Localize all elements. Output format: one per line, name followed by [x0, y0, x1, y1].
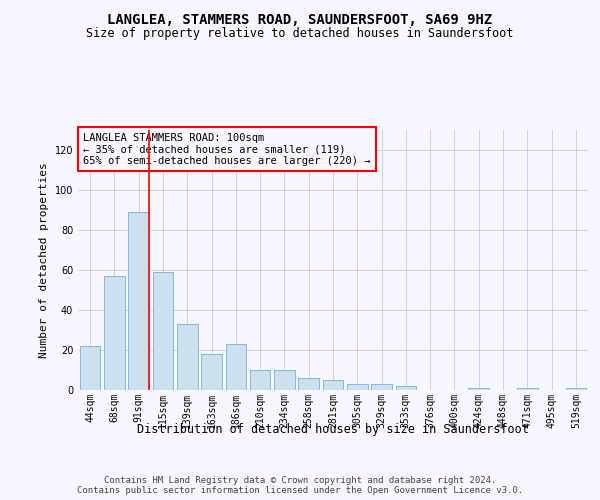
Text: Size of property relative to detached houses in Saundersfoot: Size of property relative to detached ho…: [86, 28, 514, 40]
Bar: [371, 384, 392, 390]
Y-axis label: Number of detached properties: Number of detached properties: [39, 162, 49, 358]
Bar: [152, 272, 173, 390]
Bar: [323, 380, 343, 390]
Bar: [250, 370, 271, 390]
Bar: [226, 344, 246, 390]
Text: LANGLEA STAMMERS ROAD: 100sqm
← 35% of detached houses are smaller (119)
65% of : LANGLEA STAMMERS ROAD: 100sqm ← 35% of d…: [83, 132, 371, 166]
Text: Contains HM Land Registry data © Crown copyright and database right 2024.
Contai: Contains HM Land Registry data © Crown c…: [77, 476, 523, 495]
Bar: [177, 324, 197, 390]
Bar: [80, 346, 100, 390]
Bar: [201, 354, 222, 390]
Bar: [128, 212, 149, 390]
Bar: [517, 388, 538, 390]
Bar: [566, 388, 586, 390]
Bar: [104, 276, 125, 390]
Bar: [274, 370, 295, 390]
Text: LANGLEA, STAMMERS ROAD, SAUNDERSFOOT, SA69 9HZ: LANGLEA, STAMMERS ROAD, SAUNDERSFOOT, SA…: [107, 12, 493, 26]
Bar: [395, 386, 416, 390]
Bar: [298, 378, 319, 390]
Bar: [469, 388, 489, 390]
Bar: [347, 384, 368, 390]
Text: Distribution of detached houses by size in Saundersfoot: Distribution of detached houses by size …: [137, 422, 529, 436]
